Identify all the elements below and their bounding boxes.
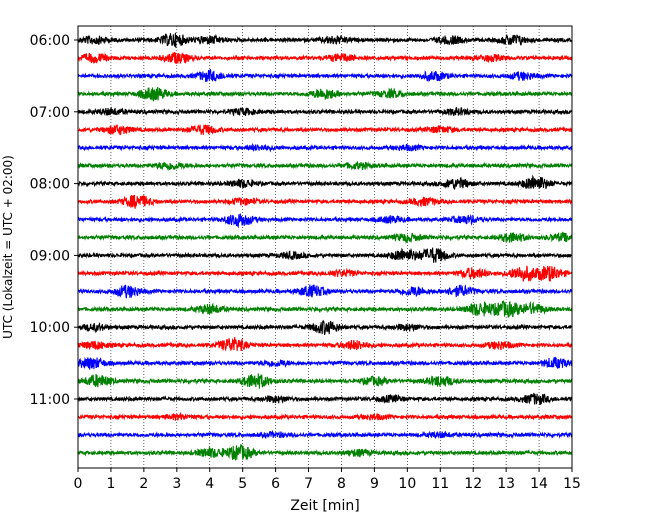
x-tick-label: 13: [497, 476, 515, 492]
plot-frame: [77, 25, 573, 469]
x-tick-label: 8: [337, 476, 346, 492]
y-tick-label: 10:00: [30, 320, 70, 336]
x-tick-label: 3: [172, 476, 181, 492]
traces: [77, 32, 573, 461]
x-tick-label: 0: [74, 476, 83, 492]
trace-1130: [77, 429, 573, 440]
trace-0930: [77, 283, 573, 299]
trace-0715: [77, 123, 573, 136]
trace-0615: [77, 52, 573, 65]
x-tick-label: 6: [271, 476, 280, 492]
x-tick-label: 2: [139, 476, 148, 492]
x-tick-label: 1: [106, 476, 115, 492]
y-axis-label: UTC (Lokalzeit = UTC + 02:00): [1, 155, 15, 339]
trace-1145: [77, 443, 573, 461]
x-axis-label: Zeit [min]: [290, 498, 359, 514]
trace-0700: [77, 106, 573, 117]
y-tick-label: 11:00: [30, 392, 70, 408]
x-tick-label: 14: [530, 476, 548, 492]
y-tick-label: 09:00: [30, 248, 70, 264]
x-tick-label: 10: [398, 476, 416, 492]
trace-0815: [77, 194, 573, 209]
trace-1015: [77, 337, 573, 352]
trace-1030: [77, 356, 573, 370]
x-tick-label: 4: [205, 476, 214, 492]
trace-1000: [77, 319, 573, 335]
x-tick-label: 11: [431, 476, 449, 492]
trace-0830: [77, 213, 573, 229]
x-tick-label: 5: [238, 476, 247, 492]
trace-1045: [77, 373, 573, 389]
trace-0800: [77, 174, 573, 190]
trace-0915: [77, 265, 573, 282]
x-tick-label: 9: [370, 476, 379, 492]
y-tick-label: 07:00: [30, 105, 70, 121]
trace-0730: [77, 142, 573, 153]
trace-0630: [77, 68, 573, 83]
trace-0845: [77, 231, 573, 245]
trace-0745: [77, 161, 573, 172]
y-tick-label: 08:00: [30, 177, 70, 193]
trace-0945: [77, 300, 573, 318]
trace-0645: [77, 86, 573, 102]
trace-1115: [77, 411, 573, 421]
y-axis: 06:00 07:00 08:00 09:00 10:00 11:00: [30, 33, 78, 408]
y-tick-label: 06:00: [30, 33, 70, 49]
x-tick-label: 7: [304, 476, 313, 492]
x-axis: 0 1 2 3 4 5 6 7 8 9 10 11 12 13 14 15: [74, 468, 581, 492]
x-tick-label: 12: [464, 476, 482, 492]
trace-0600: [77, 32, 573, 48]
trace-0900: [77, 247, 573, 263]
trace-1100: [77, 392, 573, 405]
x-tick-label: 15: [563, 476, 581, 492]
